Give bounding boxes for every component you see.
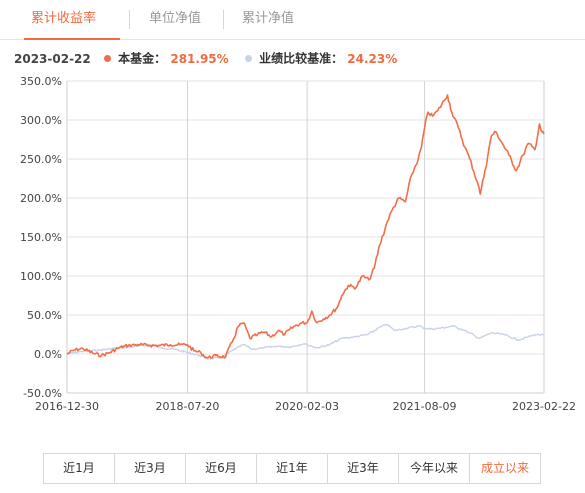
- fund-return-line: [66, 94, 545, 359]
- x-tick-label: 2018-07-20: [156, 400, 220, 413]
- y-tick-label: 250.0%: [20, 153, 62, 166]
- x-tick-label: 2016-12-30: [35, 400, 99, 413]
- tab-divider: [129, 10, 130, 29]
- summary-date: 2023-02-22: [14, 51, 91, 66]
- y-tick-label: -50.0%: [23, 387, 62, 400]
- y-tick-label: 50.0%: [27, 309, 62, 322]
- chart-summary: 2023-02-22 本基金： 281.95% 业绩比较基准： 24.23%: [14, 49, 409, 67]
- y-tick-label: 0.0%: [34, 348, 62, 361]
- cumulative-return-chart[interactable]: 350.0% 300.0% 250.0% 200.0% 150.0% 100.0% 50.0…: [0, 70, 585, 420]
- tab-unit-nav[interactable]: 单位净值: [149, 11, 202, 26]
- y-tick-label: 100.0%: [20, 270, 62, 283]
- y-tick-label: 350.0%: [20, 75, 62, 88]
- metric-tabs: 累计收益率 单位净值 累计净值: [0, 0, 585, 40]
- x-tick-label: 2020-02-03: [275, 400, 339, 413]
- x-tick-label: 2023-02-22: [512, 400, 576, 413]
- period-1-month[interactable]: 近1月: [44, 454, 115, 483]
- benchmark-legend-dot: [244, 55, 252, 62]
- period-3-months[interactable]: 近3月: [115, 454, 186, 483]
- y-tick-label: 200.0%: [20, 192, 62, 205]
- period-6-months[interactable]: 近6月: [186, 454, 257, 483]
- period-year-to-date[interactable]: 今年以来: [399, 454, 470, 483]
- y-tick-label: 150.0%: [20, 231, 62, 244]
- fund-value: 281.95%: [170, 51, 229, 66]
- tab-accumulated-nav[interactable]: 累计净值: [242, 11, 295, 26]
- tabs-baseline: [0, 39, 585, 40]
- fund-label: 本基金：: [118, 51, 167, 66]
- tab-cumulative-return[interactable]: 累计收益率: [31, 11, 97, 26]
- y-tick-label: 300.0%: [20, 114, 62, 127]
- benchmark-label: 业绩比较基准：: [259, 51, 344, 66]
- benchmark-value: 24.23%: [347, 51, 398, 66]
- period-3-years[interactable]: 近3年: [328, 454, 399, 483]
- period-since-inception[interactable]: 成立以来: [480, 461, 529, 475]
- period-1-year[interactable]: 近1年: [257, 454, 328, 483]
- x-tick-label: 2021-08-09: [393, 400, 457, 413]
- period-selector: 近1月 近3月 近6月 近1年 近3年 今年以来 成立以来: [43, 453, 541, 484]
- tab-divider: [223, 10, 224, 29]
- active-tab-indicator: [24, 38, 120, 40]
- fund-legend-dot: [103, 55, 111, 62]
